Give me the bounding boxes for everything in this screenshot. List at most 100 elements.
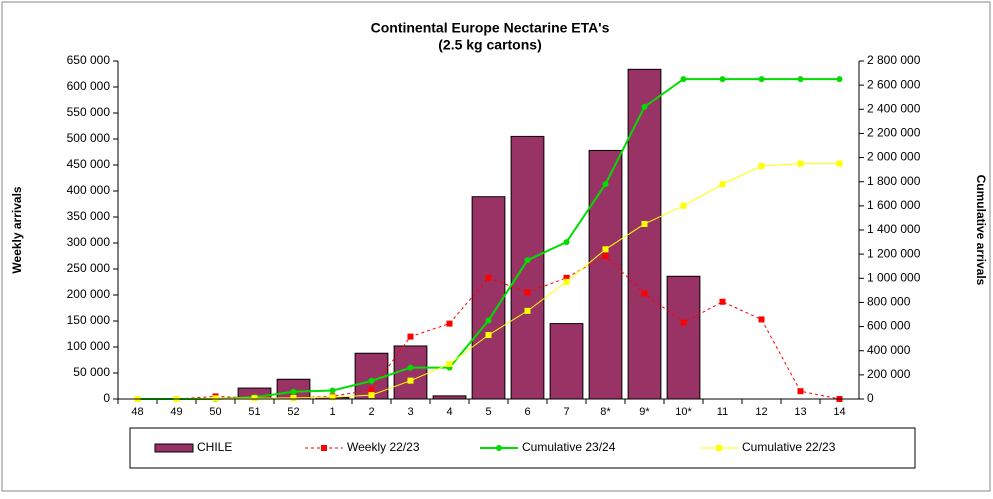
point xyxy=(758,76,765,83)
x-tick-label: 9* xyxy=(639,406,650,418)
point xyxy=(563,278,570,285)
bar xyxy=(471,196,506,400)
point xyxy=(719,181,726,188)
y-axis-title: Weekly arrivals xyxy=(10,186,24,274)
y-tick-label: 250 000 xyxy=(67,261,111,275)
y2-tick-label: 0 xyxy=(867,391,874,405)
point xyxy=(251,395,258,402)
y2-tick-label: 1 000 000 xyxy=(867,270,921,284)
point xyxy=(368,377,375,384)
x-tick-label: 10* xyxy=(675,406,692,418)
y-tick-label: 350 000 xyxy=(67,209,111,223)
x-tick-label: 14 xyxy=(833,406,845,418)
y-tick-label: 100 000 xyxy=(67,339,111,353)
x-tick-label: 3 xyxy=(407,406,413,418)
point xyxy=(641,290,648,297)
point xyxy=(368,386,375,393)
bar xyxy=(510,135,545,400)
point xyxy=(602,246,609,253)
x-tick-label: 52 xyxy=(287,406,299,418)
point xyxy=(836,76,843,83)
y2-tick-label: 400 000 xyxy=(867,343,911,357)
y-tick-label: 500 000 xyxy=(67,131,111,145)
chart-title: Continental Europe Nectarine ETA's xyxy=(371,20,610,36)
x-tick-label: 51 xyxy=(248,406,260,418)
y-tick-label: 0 xyxy=(103,391,110,405)
y2-tick-label: 600 000 xyxy=(867,319,911,333)
y2-tick-label: 2 800 000 xyxy=(867,53,921,67)
x-tick-label: 5 xyxy=(485,406,491,418)
point xyxy=(446,360,453,367)
y2-tick-label: 1 800 000 xyxy=(867,174,921,188)
y-tick-label: 550 000 xyxy=(67,105,111,119)
y2-tick-label: 800 000 xyxy=(867,295,911,309)
x-tick-label: 49 xyxy=(170,406,182,418)
y2-tick-label: 2 600 000 xyxy=(867,77,921,91)
point xyxy=(641,103,648,110)
y2-tick-label: 1 200 000 xyxy=(867,246,921,260)
point xyxy=(524,289,531,296)
point xyxy=(407,333,414,340)
legend-marker xyxy=(716,445,722,451)
point xyxy=(290,388,297,395)
y2-tick-label: 200 000 xyxy=(867,367,911,381)
point xyxy=(212,395,219,402)
point xyxy=(758,316,765,323)
legend-swatch xyxy=(154,443,194,453)
y-tick-label: 600 000 xyxy=(67,79,111,93)
point xyxy=(290,394,297,401)
legend-marker xyxy=(321,445,327,451)
bar xyxy=(627,68,662,400)
point xyxy=(641,220,648,227)
y2-tick-label: 2 200 000 xyxy=(867,126,921,140)
point xyxy=(329,394,336,401)
point xyxy=(563,239,570,246)
point xyxy=(680,202,687,209)
bar xyxy=(588,149,623,400)
y2-tick-label: 1 400 000 xyxy=(867,222,921,236)
y-tick-label: 450 000 xyxy=(67,157,111,171)
y-tick-label: 50 000 xyxy=(73,365,110,379)
x-tick-label: 7 xyxy=(563,406,569,418)
y2-tick-label: 2 400 000 xyxy=(867,101,921,115)
point xyxy=(602,181,609,188)
point xyxy=(719,298,726,305)
y2-tick-label: 1 600 000 xyxy=(867,198,921,212)
x-tick-label: 6 xyxy=(524,406,530,418)
point xyxy=(758,163,765,170)
point xyxy=(329,387,336,394)
legend-label: Cumulative 23/24 xyxy=(522,440,616,454)
point xyxy=(797,388,804,395)
point xyxy=(797,76,804,83)
y2-tick-label: 2 000 000 xyxy=(867,150,921,164)
x-tick-label: 50 xyxy=(209,406,221,418)
x-tick-label: 4 xyxy=(446,406,452,418)
point xyxy=(485,317,492,324)
bar xyxy=(549,323,584,400)
chart-subtitle: (2.5 kg cartons) xyxy=(438,37,541,53)
point xyxy=(563,274,570,281)
y-tick-label: 400 000 xyxy=(67,183,111,197)
point xyxy=(680,76,687,83)
y-tick-label: 150 000 xyxy=(67,313,111,327)
legend-label: CHILE xyxy=(197,440,232,454)
bar xyxy=(666,275,701,400)
point xyxy=(524,257,531,264)
x-tick-label: 13 xyxy=(794,406,806,418)
legend-marker xyxy=(496,445,502,451)
x-tick-label: 2 xyxy=(368,406,374,418)
point xyxy=(407,377,414,384)
point xyxy=(485,332,492,339)
point xyxy=(836,160,843,167)
x-tick-label: 1 xyxy=(329,406,335,418)
point xyxy=(446,320,453,327)
x-tick-label: 8* xyxy=(600,406,611,418)
point xyxy=(524,307,531,314)
point xyxy=(719,76,726,83)
legend-label: Cumulative 22/23 xyxy=(742,440,836,454)
y-tick-label: 200 000 xyxy=(67,287,111,301)
point xyxy=(368,392,375,399)
x-tick-label: 48 xyxy=(131,406,143,418)
legend-label: Weekly 22/23 xyxy=(347,440,420,454)
